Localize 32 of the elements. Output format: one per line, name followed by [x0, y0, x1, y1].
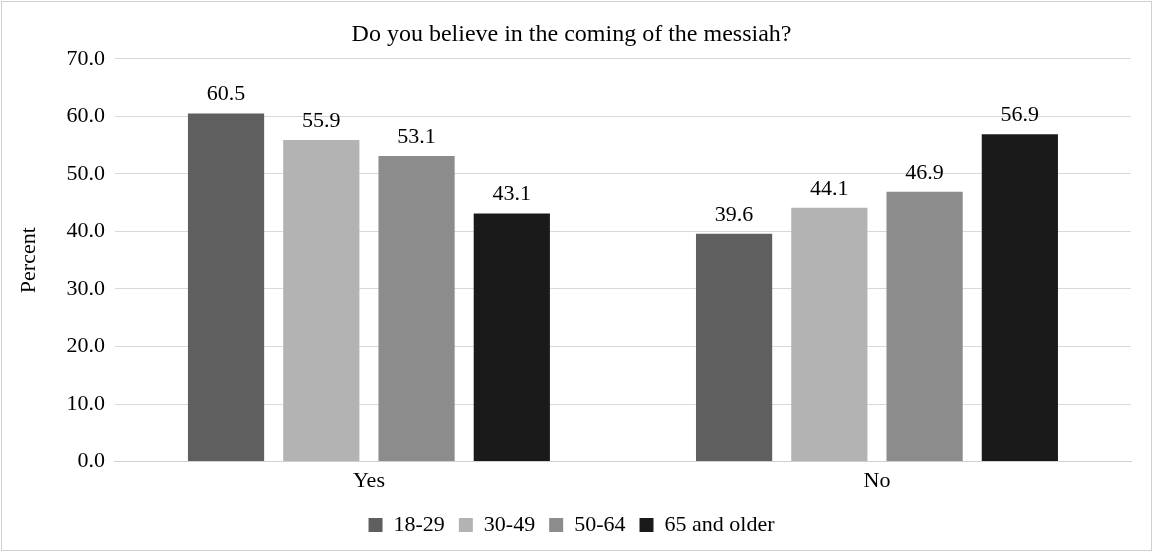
data-label: 44.1 [810, 174, 849, 200]
y-tick-label: 40.0 [66, 217, 105, 243]
y-tick-label: 30.0 [66, 274, 105, 300]
x-tick-label: No [863, 466, 891, 492]
bar [378, 156, 455, 462]
y-tick-label: 60.0 [66, 102, 105, 128]
data-label: 60.5 [206, 80, 246, 106]
bar [473, 213, 550, 462]
legend-label: 65 and older [664, 510, 776, 536]
x-tick-label: Yes [352, 466, 385, 492]
bar [791, 207, 868, 462]
data-label: 39.6 [714, 200, 754, 226]
legend-label: 30-49 [483, 510, 536, 536]
legend-label: 18-29 [393, 510, 445, 536]
data-label: 56.9 [1000, 100, 1040, 126]
data-label: 55.9 [302, 106, 341, 132]
y-tick-label: 50.0 [66, 159, 105, 185]
legend-label: 50-64 [574, 510, 626, 536]
bar [981, 134, 1058, 462]
bar [283, 139, 360, 462]
y-tick-label: 0.0 [77, 447, 105, 473]
data-label: 43.1 [492, 180, 532, 206]
y-tick-label: 10.0 [66, 389, 105, 415]
data-label: 46.9 [905, 158, 944, 184]
y-tick-label: 70.0 [66, 44, 105, 70]
y-tick-label: 20.0 [66, 332, 105, 358]
bar [187, 113, 265, 462]
bar [886, 191, 963, 462]
bar [695, 233, 773, 462]
chart-title: Do you believe in the coming of the messiah? [351, 19, 792, 46]
data-label: 53.1 [397, 122, 436, 148]
y-axis-title: Percent [14, 227, 40, 294]
